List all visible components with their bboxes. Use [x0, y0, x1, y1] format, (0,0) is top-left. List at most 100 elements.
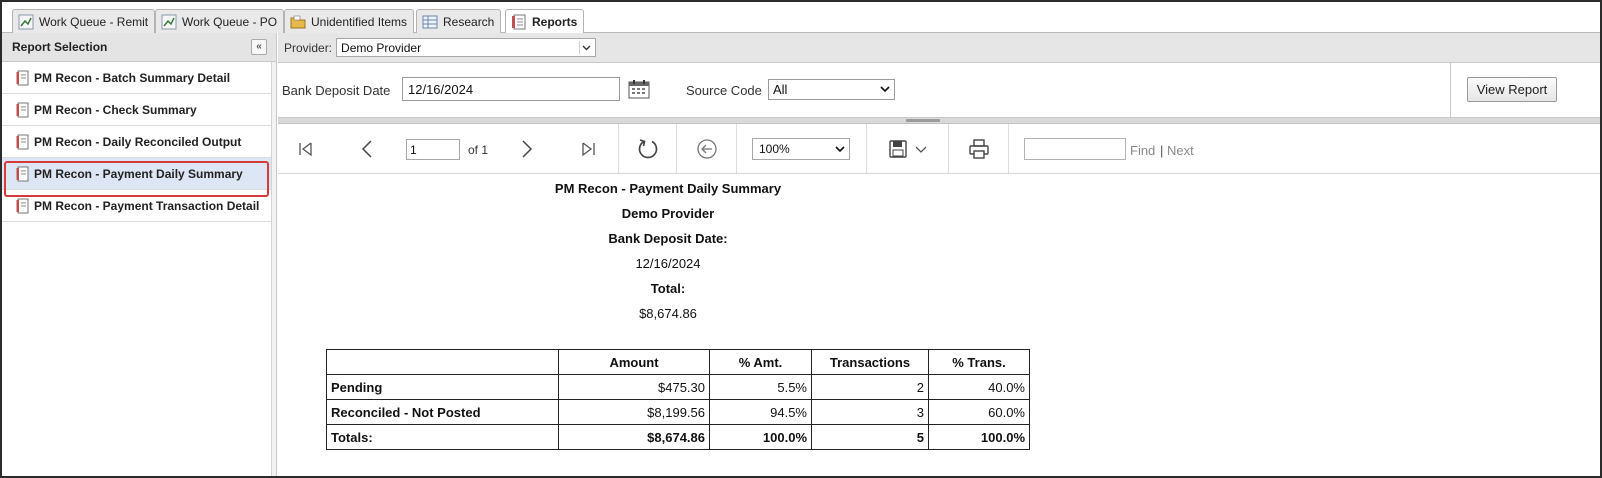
chart-icon	[18, 14, 34, 29]
splitter-grip[interactable]	[906, 119, 940, 122]
calendar-icon[interactable]	[628, 79, 650, 99]
tab-label: Research	[443, 14, 495, 29]
collapse-panel-button[interactable]: «	[251, 39, 267, 55]
source-code-select[interactable]: All	[768, 79, 895, 100]
column-header: % Amt.	[709, 349, 812, 375]
zoom-value: 100%	[759, 142, 790, 156]
report-icon	[16, 102, 29, 117]
column-header: Amount	[558, 349, 710, 375]
report-selection-panel: Report Selection « PM Recon - Batch Summ…	[2, 33, 277, 476]
grid-icon	[422, 15, 438, 28]
tab-reports[interactable]: Reports	[505, 9, 585, 34]
report-item-check-summary[interactable]: PM Recon - Check Summary	[2, 94, 271, 126]
tab-work-queue-po[interactable]: Work Queue - PO	[155, 9, 285, 33]
transactions-cell: 5	[811, 424, 929, 450]
divider	[618, 124, 619, 173]
report-icon	[16, 198, 29, 213]
row-label: Pending	[326, 374, 559, 400]
report-item-label: PM Recon - Payment Daily Summary	[34, 166, 243, 181]
find-link[interactable]: Find	[1130, 143, 1156, 158]
total-value: $8,674.86	[639, 306, 697, 321]
report-content: PM Recon - Payment Daily Summary Demo Pr…	[278, 175, 1600, 476]
bank-deposit-date-heading: Bank Deposit Date:	[608, 231, 728, 246]
column-header: % Trans.	[928, 349, 1030, 375]
report-item-label: PM Recon - Check Summary	[34, 102, 197, 117]
report-icon	[16, 166, 29, 181]
tab-unidentified-items[interactable]: Unidentified Items	[284, 9, 415, 33]
viewer-toolbar: 1 of 1 100% Find | N	[278, 124, 1600, 174]
tab-label: Unidentified Items	[311, 14, 408, 29]
next-link[interactable]: Next	[1167, 143, 1194, 158]
column-header: Transactions	[811, 349, 929, 375]
divider	[866, 124, 867, 173]
next-page-icon[interactable]	[516, 139, 536, 159]
chevron-down-icon	[833, 143, 847, 156]
report-item-label: PM Recon - Daily Reconciled Output	[34, 134, 242, 149]
divider	[676, 124, 677, 173]
amount-cell: $8,199.56	[558, 399, 710, 425]
view-report-button[interactable]: View Report	[1467, 77, 1557, 102]
provider-label: Provider:	[284, 40, 333, 55]
divider	[1450, 63, 1451, 117]
report-item-label: PM Recon - Batch Summary Detail	[34, 70, 231, 85]
bank-deposit-date-label: Bank Deposit Date	[282, 83, 391, 98]
report-title: PM Recon - Payment Daily Summary	[554, 181, 782, 196]
back-icon[interactable]	[696, 138, 718, 160]
print-icon[interactable]	[968, 138, 990, 160]
bank-deposit-date-value: 12/16/2024	[408, 81, 474, 97]
pct-amount-cell: 100.0%	[709, 424, 812, 450]
transactions-cell: 3	[811, 399, 929, 425]
page-number-input[interactable]: 1	[406, 139, 460, 160]
tab-label: Work Queue - Remit	[39, 14, 149, 29]
totals-row: Totals: $8,674.86 100.0% 5 100.0%	[326, 424, 1030, 450]
provider-select[interactable]: Demo Provider	[336, 38, 597, 57]
column-header	[326, 349, 559, 375]
find-input[interactable]	[1024, 138, 1126, 160]
amount-cell: $475.30	[558, 374, 710, 400]
tab-research[interactable]: Research	[416, 9, 502, 33]
source-code-label: Source Code	[686, 83, 762, 98]
tab-label: Reports	[532, 15, 578, 29]
tab-work-queue-remit[interactable]: Work Queue - Remit	[12, 9, 156, 33]
report-item-batch-summary-detail[interactable]: PM Recon - Batch Summary Detail	[2, 62, 271, 94]
pct-amount-cell: 5.5%	[709, 374, 812, 400]
tab-strip: Work Queue - Remit Work Queue - PO Unide…	[2, 2, 1600, 34]
zoom-select[interactable]: 100%	[752, 138, 850, 160]
provider-value: Demo Provider	[341, 40, 422, 55]
pct-transactions-cell: 60.0%	[928, 399, 1030, 425]
chevron-down-icon	[579, 41, 593, 54]
table-row: Reconciled - Not Posted $8,199.56 94.5% …	[326, 399, 1030, 425]
bank-deposit-date-input[interactable]: 12/16/2024	[402, 77, 620, 101]
table-header-row: Amount % Amt. Transactions % Trans.	[326, 349, 1030, 375]
save-icon[interactable]	[888, 139, 908, 159]
divider	[1008, 124, 1009, 173]
table-row: Pending $475.30 5.5% 2 40.0%	[326, 374, 1030, 400]
report-item-label: PM Recon - Payment Transaction Detail	[34, 198, 260, 213]
report-item-daily-reconciled-output[interactable]: PM Recon - Daily Reconciled Output	[2, 126, 271, 158]
panel-splitter[interactable]	[278, 118, 1600, 124]
page-count: of 1	[468, 143, 489, 157]
summary-table: Amount % Amt. Transactions % Trans. Pend…	[326, 349, 1030, 450]
pct-transactions-cell: 40.0%	[928, 374, 1030, 400]
view-report-label: View Report	[1476, 82, 1548, 97]
amount-cell: $8,674.86	[558, 424, 710, 450]
divider	[736, 124, 737, 173]
pct-transactions-cell: 100.0%	[928, 424, 1030, 450]
first-page-icon[interactable]	[296, 139, 316, 159]
report-provider: Demo Provider	[621, 206, 715, 221]
last-page-icon[interactable]	[578, 139, 598, 159]
refresh-icon[interactable]	[636, 137, 660, 161]
bank-deposit-date-text: 12/16/2024	[635, 256, 701, 271]
row-label: Totals:	[326, 424, 559, 450]
chevron-down-icon[interactable]	[914, 144, 928, 156]
previous-page-icon[interactable]	[358, 139, 378, 159]
report-item-payment-transaction-detail[interactable]: PM Recon - Payment Transaction Detail	[2, 190, 271, 222]
panel-header: Report Selection «	[2, 33, 276, 62]
page-number-value: 1	[410, 142, 417, 157]
provider-bar: Provider: Demo Provider	[278, 33, 1600, 63]
folder-icon	[290, 15, 306, 28]
report-item-payment-daily-summary[interactable]: PM Recon - Payment Daily Summary	[2, 158, 271, 190]
pct-amount-cell: 94.5%	[709, 399, 812, 425]
chart-icon	[161, 14, 177, 29]
